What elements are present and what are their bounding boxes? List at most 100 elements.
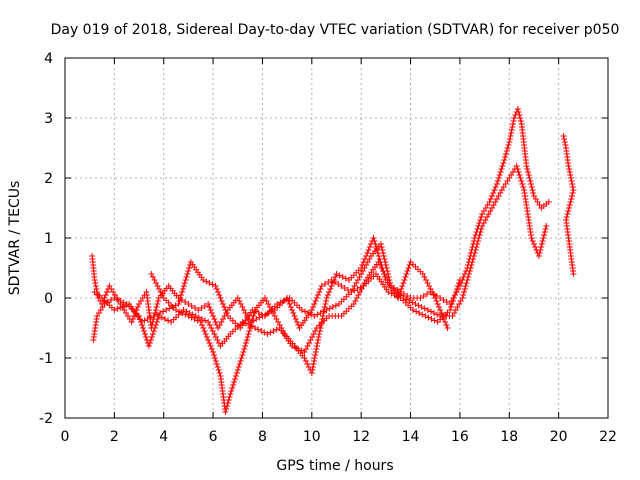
plus-marker [145,343,152,349]
plus-marker [507,133,514,139]
plus-marker [230,382,237,388]
plus-marker [353,295,360,301]
plus-marker [178,292,185,298]
plus-marker [464,277,471,283]
plus-marker [351,287,358,294]
y-tick-label: 0 [44,291,53,307]
plus-marker [146,340,153,346]
plus-marker [158,314,165,321]
plus-marker [520,184,527,190]
plus-marker [123,302,130,309]
plus-marker [304,343,311,349]
plus-marker [198,305,205,311]
plus-marker [221,304,228,310]
plus-marker [255,326,262,333]
plus-marker [461,286,468,292]
plus-marker [305,310,312,316]
plus-marker [156,286,163,292]
plus-marker [504,145,511,151]
plus-marker [310,361,317,367]
plus-marker [566,166,573,172]
plus-marker [329,280,336,286]
plus-marker [166,305,173,312]
plus-marker [378,244,385,250]
plus-marker [564,211,571,217]
plus-marker [381,274,388,280]
plus-marker [154,301,161,307]
plus-marker [333,271,340,277]
plus-marker [308,307,315,313]
plus-marker [165,317,172,324]
plus-marker [188,303,195,309]
plus-marker [363,253,370,259]
plus-marker [527,178,534,184]
plus-marker [400,280,407,286]
plus-marker [201,303,208,309]
plus-marker [312,298,319,304]
plus-marker [455,280,462,286]
plus-marker [195,314,202,321]
plus-marker [252,308,259,315]
plus-marker [451,292,458,298]
plus-marker [332,302,339,309]
plus-marker [459,295,466,301]
y-tick-label: 3 [44,111,53,127]
plus-marker [315,337,322,343]
plus-marker [182,299,189,305]
plus-marker [359,262,366,268]
plus-marker [302,346,309,352]
plus-marker [328,283,335,289]
plus-marker [324,292,331,298]
plus-marker [212,334,219,340]
plus-marker [503,148,510,154]
plus-marker [430,310,437,316]
plus-marker [91,277,98,283]
x-tick-label: 4 [159,429,168,445]
plus-marker [309,364,316,370]
plus-marker [456,277,463,283]
plus-marker [176,308,183,315]
plus-marker [345,287,352,293]
plus-marker [419,311,426,318]
plus-marker [462,283,469,289]
plus-marker [207,343,214,349]
plus-marker [437,307,444,313]
plus-marker [569,184,576,190]
plus-marker [513,163,520,169]
plus-marker [487,196,494,202]
plus-marker [258,328,265,334]
plus-marker [304,361,311,367]
plus-marker [505,142,512,148]
plus-marker [314,340,321,346]
plus-marker [203,278,210,285]
x-tick-label: 6 [209,429,218,445]
plus-marker [211,331,218,337]
plus-marker [161,316,168,322]
plus-marker [309,334,316,340]
plus-marker [376,256,383,262]
plus-marker [182,277,189,283]
plus-marker [310,304,317,310]
plus-marker [562,142,569,148]
plus-marker [366,244,373,250]
plus-marker [434,311,441,318]
plus-marker [497,169,504,175]
plus-marker [561,136,568,142]
plus-marker [186,310,193,316]
plus-marker [216,292,223,298]
plus-marker [213,361,220,367]
plus-marker [312,352,319,358]
plus-marker [568,178,575,184]
plus-marker [454,283,461,289]
y-tick-label: 4 [44,51,53,67]
plus-marker [225,397,232,403]
plus-marker [499,163,506,169]
plus-marker [538,241,545,247]
plus-marker [326,305,333,312]
plus-marker [226,394,233,400]
plus-marker [215,367,222,373]
x-tick-label: 10 [303,429,321,445]
plus-marker [421,274,428,280]
plus-marker [566,202,573,208]
plus-marker [149,274,156,280]
